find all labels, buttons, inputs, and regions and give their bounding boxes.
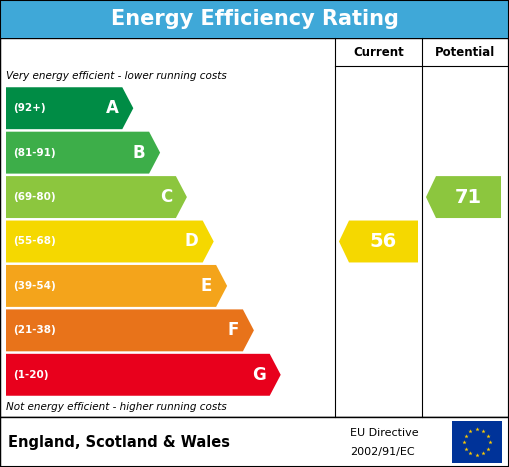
Text: C: C (160, 188, 172, 206)
Text: (21-38): (21-38) (13, 325, 56, 335)
Text: Potential: Potential (435, 45, 496, 58)
Text: (1-20): (1-20) (13, 370, 48, 380)
Text: (39-54): (39-54) (13, 281, 56, 291)
Polygon shape (6, 132, 160, 174)
Text: England, Scotland & Wales: England, Scotland & Wales (8, 434, 230, 450)
Bar (0, 38, 509, 417)
Polygon shape (6, 354, 280, 396)
Text: EU Directive: EU Directive (350, 429, 418, 439)
Text: Not energy efficient - higher running costs: Not energy efficient - higher running co… (6, 402, 227, 412)
Text: Energy Efficiency Rating: Energy Efficiency Rating (110, 9, 399, 29)
Polygon shape (6, 265, 227, 307)
Bar (452, 421, 502, 463)
Text: Very energy efficient - lower running costs: Very energy efficient - lower running co… (6, 71, 227, 81)
Polygon shape (339, 220, 418, 262)
Text: (69-80): (69-80) (13, 192, 55, 202)
Text: 2002/91/EC: 2002/91/EC (350, 447, 415, 457)
Text: (55-68): (55-68) (13, 236, 56, 247)
Text: F: F (228, 321, 239, 340)
Text: A: A (105, 99, 118, 117)
Text: D: D (185, 233, 199, 250)
Text: Current: Current (353, 45, 404, 58)
Text: 56: 56 (370, 232, 397, 251)
Text: B: B (132, 144, 145, 162)
Polygon shape (426, 176, 501, 218)
Text: (81-91): (81-91) (13, 148, 55, 158)
Text: (92+): (92+) (13, 103, 46, 113)
Polygon shape (6, 220, 214, 262)
Text: 71: 71 (455, 188, 482, 206)
Bar (0, 0, 509, 38)
Text: E: E (201, 277, 212, 295)
Polygon shape (6, 310, 254, 351)
Polygon shape (6, 87, 133, 129)
Text: G: G (252, 366, 266, 384)
Bar (0, 417, 509, 467)
Polygon shape (6, 176, 187, 218)
